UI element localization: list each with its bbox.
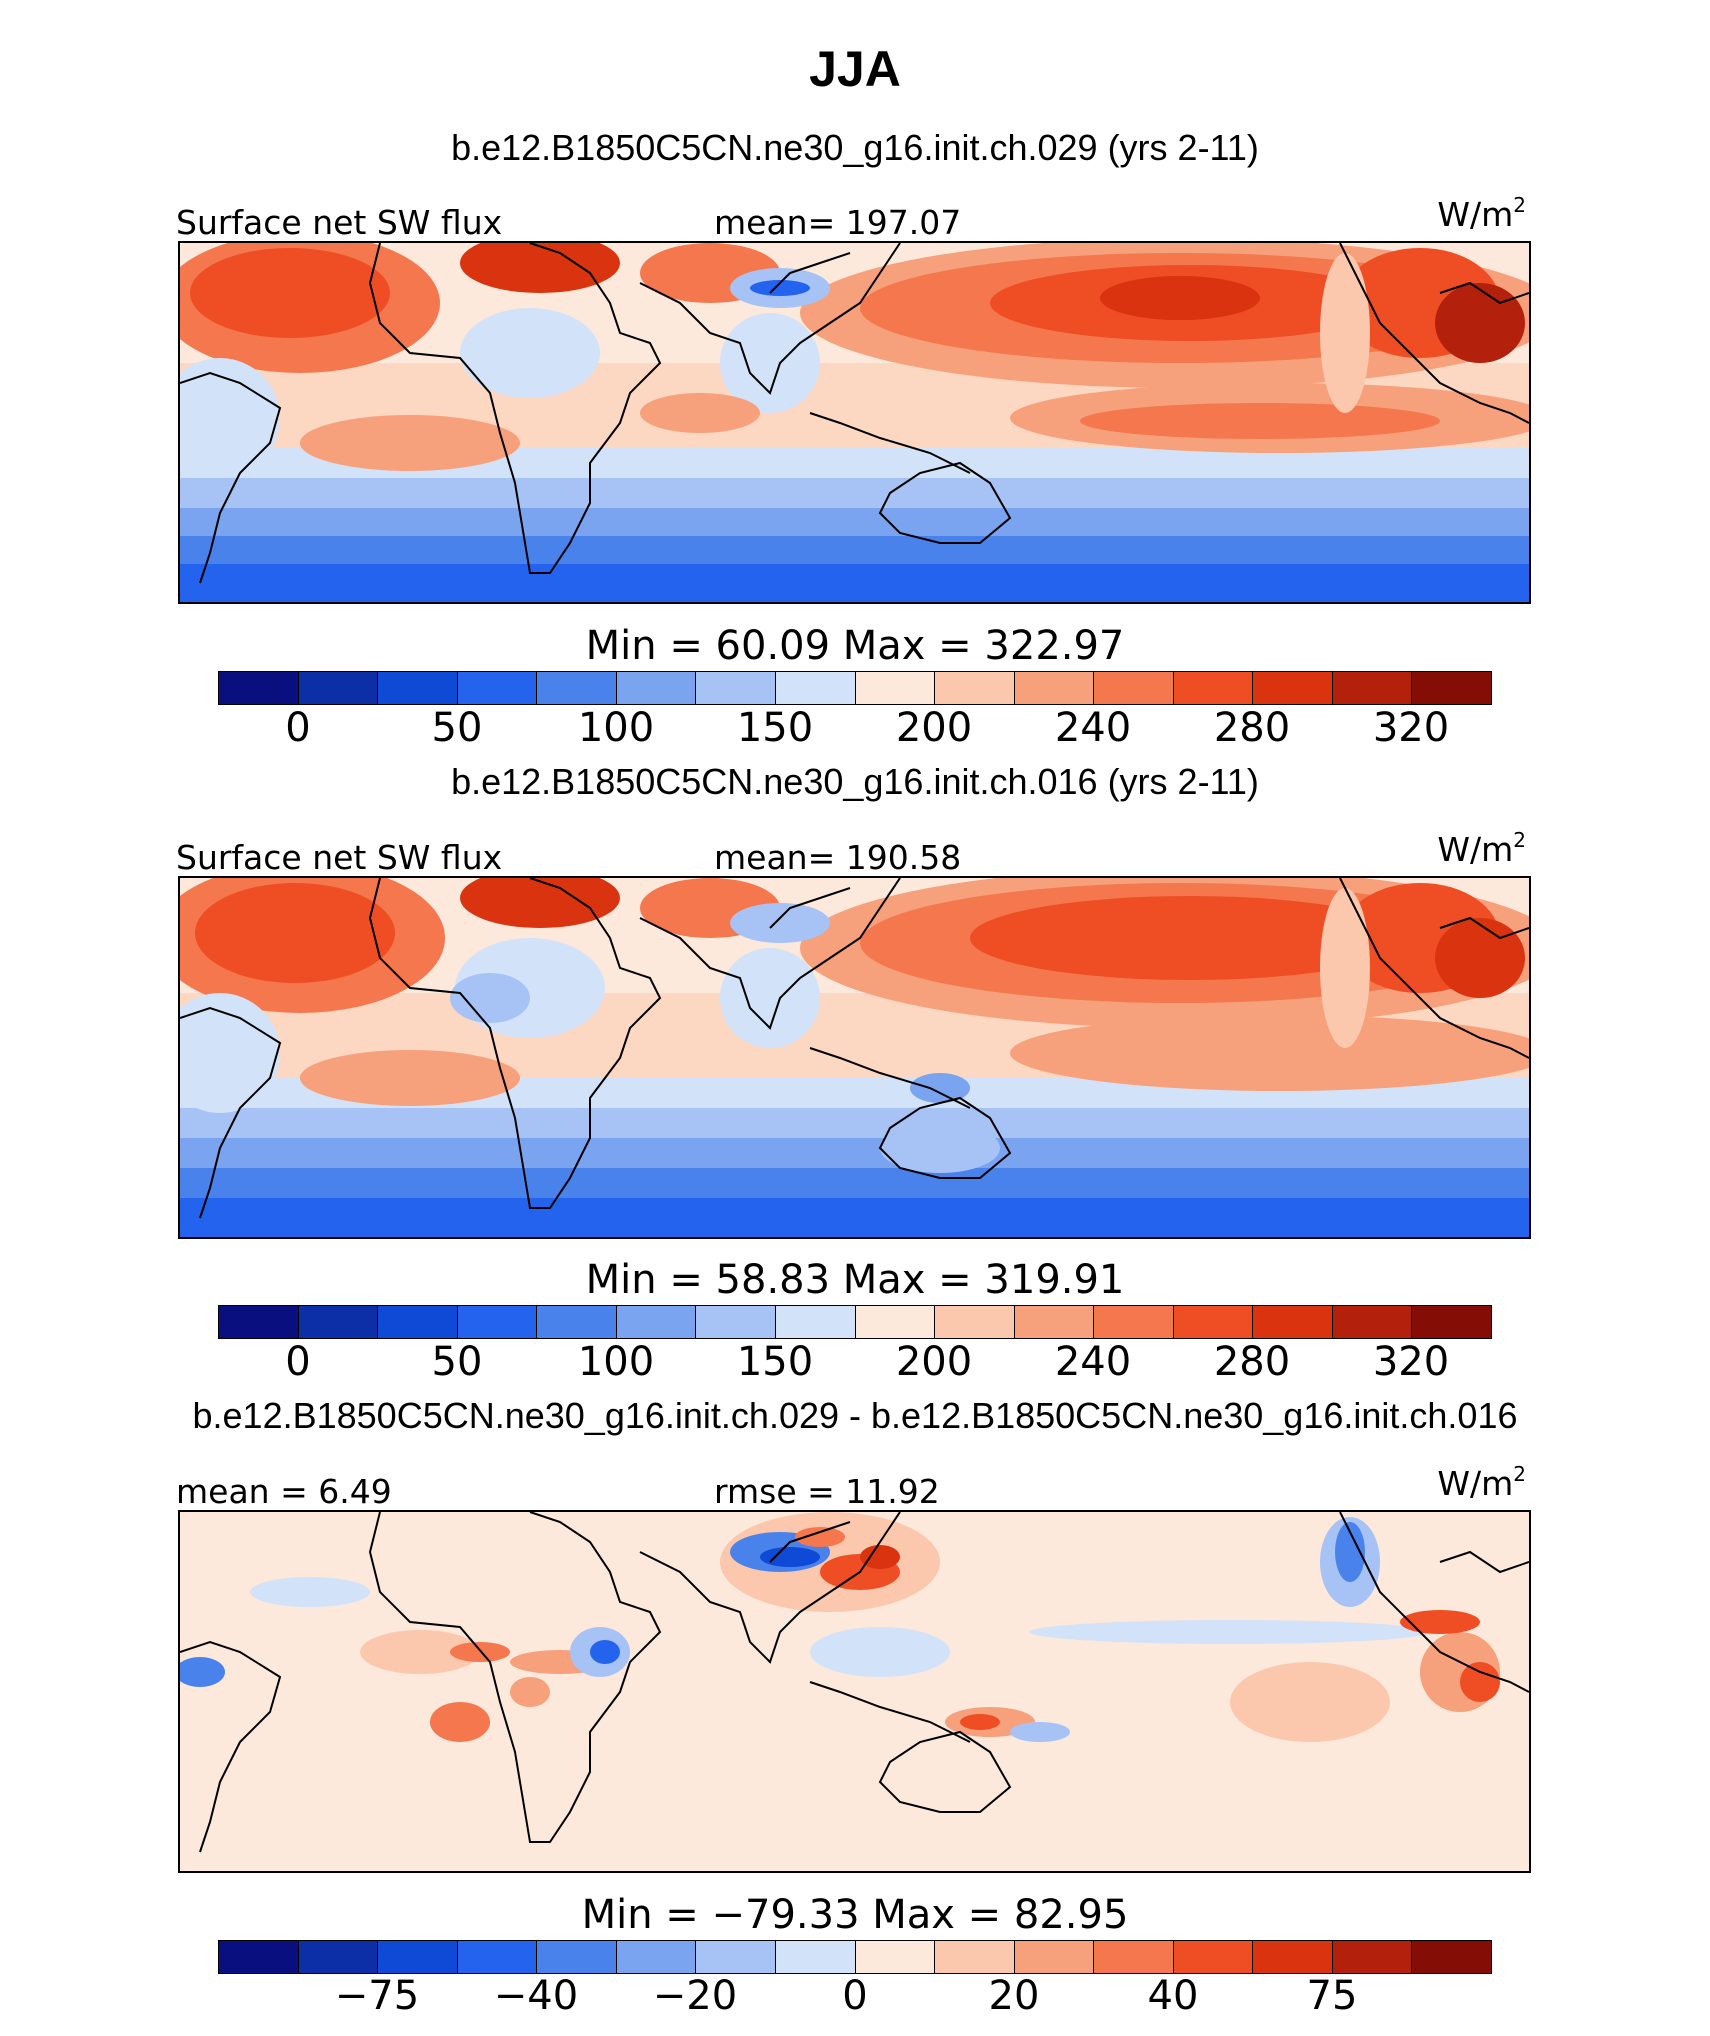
panel3-rmse-label: rmse = 11.92	[714, 1472, 940, 1511]
colorbar-swatch	[775, 1306, 856, 1338]
colorbar-swatch	[935, 1306, 1015, 1338]
panel2-minmax: Min = 58.83 Max = 319.91	[585, 1257, 1125, 1303]
panel2-tick: 200	[895, 1339, 973, 1385]
colorbar-swatch	[1173, 672, 1254, 704]
panel1-tick: 200	[895, 705, 973, 751]
colorbar-swatch	[775, 672, 856, 704]
colorbar-swatch	[298, 672, 379, 704]
panel2-tick: 320	[1372, 1339, 1450, 1385]
colorbar-swatch	[1014, 1306, 1095, 1338]
colorbar-swatch	[298, 1306, 379, 1338]
panel1-tick: 100	[577, 705, 655, 751]
colorbar-swatch	[457, 1941, 538, 1973]
colorbar-swatch	[537, 672, 617, 704]
panel2-variable-label: Surface net SW flux	[176, 838, 503, 877]
colorbar-swatch	[935, 1941, 1015, 1973]
panel3-minmax: Min = −79.33 Max = 82.95	[581, 1892, 1129, 1938]
colorbar-swatch	[1173, 1941, 1254, 1973]
colorbar-swatch	[1094, 1941, 1174, 1973]
panel3-map	[178, 1510, 1531, 1873]
colorbar-swatch	[696, 1306, 776, 1338]
colorbar-swatch	[378, 672, 458, 704]
panel1-tick: 150	[736, 705, 814, 751]
panel3-tick: −75	[334, 1973, 420, 2019]
panel2-tick: 100	[577, 1339, 655, 1385]
colorbar-swatch	[855, 1941, 936, 1973]
panel3-colorbar	[218, 1940, 1492, 1974]
colorbar-swatch	[616, 1941, 697, 1973]
colorbar-swatch	[1253, 1306, 1333, 1338]
colorbar-swatch	[457, 1306, 538, 1338]
colorbar-swatch	[219, 1306, 299, 1338]
colorbar-swatch	[1173, 1306, 1254, 1338]
panel1-mean-label: mean= 197.07	[714, 203, 962, 242]
colorbar-swatch	[696, 1941, 776, 1973]
colorbar-swatch	[1332, 672, 1413, 704]
colorbar-swatch	[1253, 672, 1333, 704]
colorbar-swatch	[1412, 672, 1491, 704]
panel1-tick: 280	[1213, 705, 1291, 751]
panel1-case-title: b.e12.B1850C5CN.ne30_g16.init.ch.029 (yr…	[451, 127, 1259, 168]
colorbar-swatch	[537, 1306, 617, 1338]
panel1-colorbar	[218, 671, 1492, 705]
colorbar-swatch	[219, 1941, 299, 1973]
colorbar-swatch	[219, 672, 299, 704]
panel3-tick: 20	[988, 1973, 1040, 2019]
panel2-tick: 50	[431, 1339, 483, 1385]
figure-title: JJA	[809, 41, 901, 97]
panel3-tick: 0	[842, 1973, 868, 2019]
colorbar-swatch	[935, 672, 1015, 704]
panel3-case-title: b.e12.B1850C5CN.ne30_g16.init.ch.029 - b…	[192, 1395, 1518, 1436]
colorbar-swatch	[855, 1306, 936, 1338]
colorbar-swatch	[1014, 672, 1095, 704]
panel3-mean-label: mean = 6.49	[176, 1472, 392, 1511]
panel1-variable-label: Surface net SW flux	[176, 203, 503, 242]
panel3-tick: −20	[652, 1973, 738, 2019]
colorbar-swatch	[537, 1941, 617, 1973]
colorbar-swatch	[775, 1941, 856, 1973]
panel2-tick: 240	[1054, 1339, 1132, 1385]
panel1-tick: 240	[1054, 705, 1132, 751]
colorbar-swatch	[696, 672, 776, 704]
panel1-minmax: Min = 60.09 Max = 322.97	[585, 623, 1125, 669]
colorbar-swatch	[378, 1306, 458, 1338]
panel2-units: W/m2	[1437, 828, 1526, 869]
colorbar-swatch	[378, 1941, 458, 1973]
panel1-tick: 50	[431, 705, 483, 751]
panel3-tick: −40	[493, 1973, 579, 2019]
colorbar-swatch	[616, 1306, 697, 1338]
panel2-case-title: b.e12.B1850C5CN.ne30_g16.init.ch.016 (yr…	[451, 761, 1259, 802]
colorbar-swatch	[1332, 1941, 1413, 1973]
panel1-tick: 320	[1372, 705, 1450, 751]
colorbar-swatch	[616, 672, 697, 704]
panel2-tick: 0	[285, 1339, 311, 1385]
panel2-colorbar	[218, 1305, 1492, 1339]
colorbar-swatch	[1094, 1306, 1174, 1338]
colorbar-swatch	[855, 672, 936, 704]
panel2-tick: 280	[1213, 1339, 1291, 1385]
colorbar-swatch	[298, 1941, 379, 1973]
colorbar-swatch	[457, 672, 538, 704]
panel1-units: W/m2	[1437, 193, 1526, 234]
colorbar-swatch	[1094, 672, 1174, 704]
colorbar-swatch	[1332, 1306, 1413, 1338]
colorbar-swatch	[1412, 1306, 1491, 1338]
panel1-tick: 0	[285, 705, 311, 751]
panel3-tick: 75	[1306, 1973, 1358, 2019]
colorbar-swatch	[1253, 1941, 1333, 1973]
panel2-mean-label: mean= 190.58	[714, 838, 962, 877]
panel2-map	[178, 876, 1531, 1239]
panel2-tick: 150	[736, 1339, 814, 1385]
colorbar-swatch	[1014, 1941, 1095, 1973]
panel3-tick: 40	[1147, 1973, 1199, 2019]
panel3-units: W/m2	[1437, 1462, 1526, 1503]
panel1-map	[178, 241, 1531, 604]
colorbar-swatch	[1412, 1941, 1491, 1973]
